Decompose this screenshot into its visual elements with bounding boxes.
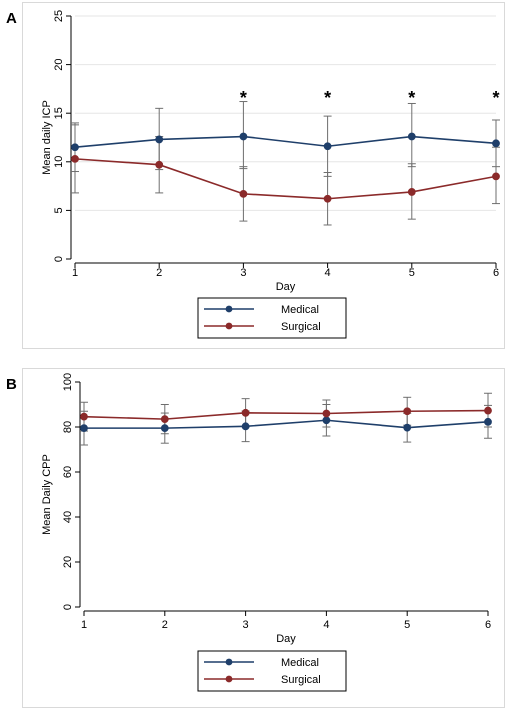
data-point-a-medical-1 bbox=[155, 135, 164, 144]
data-point-a-surgical-1 bbox=[155, 160, 164, 169]
x-tick-label-a-0: 1 bbox=[72, 267, 78, 279]
x-tick-label-b-2: 3 bbox=[243, 619, 249, 631]
data-point-a-surgical-3 bbox=[323, 194, 332, 203]
legend-marker-b-0 bbox=[225, 658, 233, 666]
y-tick-label-b-4: 80 bbox=[62, 421, 74, 433]
y-tick-label-b-0: 0 bbox=[62, 604, 74, 610]
x-axis-title-a: Day bbox=[276, 281, 296, 293]
legend-box-a bbox=[197, 297, 347, 339]
data-point-b-medical-2 bbox=[241, 422, 250, 431]
data-point-a-surgical-4 bbox=[407, 188, 416, 196]
x-tick-label-b-1: 2 bbox=[162, 619, 168, 631]
legend-marker-a-1 bbox=[225, 322, 233, 330]
y-tick-label-a-4: 20 bbox=[53, 58, 65, 70]
legend-label-b-1: Surgical bbox=[281, 674, 321, 686]
y-tick-label-b-5: 100 bbox=[62, 373, 74, 391]
data-point-a-medical-0 bbox=[71, 143, 79, 152]
chart-panel-a: 0 5 10 15 20 25 Mean daily ICP 1 2 3 4 5 6 Day * * * * Med… bbox=[41, 10, 500, 339]
x-axis-title-b: Day bbox=[276, 633, 296, 645]
y-axis-title-a: Mean daily ICP bbox=[41, 100, 53, 175]
x-tick-label-b-5: 6 bbox=[485, 619, 491, 631]
data-point-b-medical-4 bbox=[403, 423, 412, 432]
data-point-a-surgical-2 bbox=[239, 189, 248, 198]
legend-marker-b-1 bbox=[225, 675, 233, 683]
data-point-a-surgical-0 bbox=[71, 154, 79, 163]
series-line-b-medical bbox=[84, 419, 489, 429]
data-point-b-surgical-0 bbox=[80, 412, 88, 421]
x-tick-label-a-4: 5 bbox=[409, 267, 415, 279]
data-point-b-surgical-2 bbox=[241, 408, 250, 417]
y-tick-label-a-3: 15 bbox=[53, 107, 65, 119]
data-point-b-surgical-4 bbox=[403, 407, 412, 416]
x-tick-label-b-3: 4 bbox=[323, 619, 329, 631]
series-line-b-surgical bbox=[83, 409, 489, 420]
significance-mark-a-3: * bbox=[492, 88, 499, 108]
panel-b-label: B bbox=[6, 376, 17, 393]
y-tick-label-b-3: 60 bbox=[62, 466, 74, 478]
data-point-b-medical-5 bbox=[484, 417, 492, 426]
data-point-a-medical-2 bbox=[239, 132, 248, 141]
data-point-a-medical-4 bbox=[407, 132, 416, 141]
y-tick-label-b-1: 20 bbox=[62, 556, 74, 568]
y-tick-label-a-0: 0 bbox=[53, 256, 65, 262]
x-tick-label-a-2: 3 bbox=[240, 267, 246, 279]
significance-mark-a-2: * bbox=[408, 88, 415, 108]
legend-label-b-0: Medical bbox=[281, 657, 319, 669]
x-tick-label-b-0: 1 bbox=[81, 619, 87, 631]
data-point-a-surgical-5 bbox=[492, 172, 500, 181]
data-point-b-medical-0 bbox=[80, 424, 88, 433]
data-point-a-medical-5 bbox=[492, 139, 500, 148]
y-tick-label-a-2: 10 bbox=[53, 156, 65, 168]
legend-box-b bbox=[197, 650, 347, 692]
data-point-b-surgical-1 bbox=[160, 415, 169, 424]
x-tick-label-a-1: 2 bbox=[156, 267, 162, 279]
data-point-b-surgical-3 bbox=[322, 409, 331, 418]
chart-panel-b: 0 20 40 60 80 100 Mean Daily CPP 1 2 3 4 5 6 Day Medic… bbox=[41, 373, 492, 692]
panel-a-frame bbox=[22, 2, 505, 349]
series-line-a-surgical bbox=[74, 158, 497, 200]
series-line-a-medical bbox=[74, 135, 497, 149]
data-point-b-medical-1 bbox=[160, 424, 169, 433]
legend-marker-a-0 bbox=[225, 305, 233, 313]
y-tick-label-b-2: 40 bbox=[62, 511, 74, 523]
y-tick-label-a-5: 25 bbox=[53, 10, 65, 22]
x-tick-label-b-4: 5 bbox=[404, 619, 410, 631]
y-tick-label-a-1: 5 bbox=[53, 207, 65, 213]
data-point-b-surgical-5 bbox=[484, 406, 492, 415]
data-point-b-medical-3 bbox=[322, 416, 331, 425]
x-tick-label-a-3: 4 bbox=[325, 267, 331, 279]
panel-a-label: A bbox=[6, 10, 17, 27]
legend-label-a-1: Surgical bbox=[281, 321, 321, 333]
legend-label-a-0: Medical bbox=[281, 304, 319, 316]
y-axis-title-b: Mean Daily CPP bbox=[41, 454, 53, 535]
significance-mark-a-0: * bbox=[240, 88, 247, 108]
data-point-a-medical-3 bbox=[323, 142, 332, 151]
significance-mark-a-1: * bbox=[324, 88, 331, 108]
x-tick-label-a-5: 6 bbox=[493, 267, 499, 279]
